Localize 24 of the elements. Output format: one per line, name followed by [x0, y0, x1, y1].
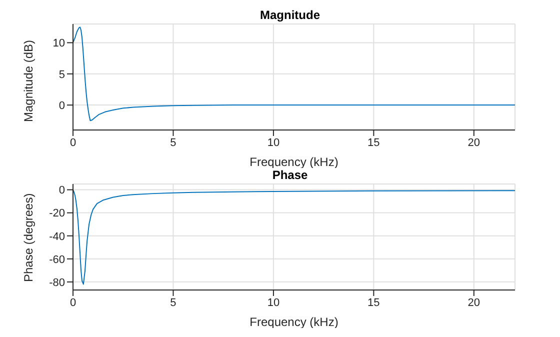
x-tick-label: 15 — [368, 136, 380, 149]
x-tick-label: 0 — [70, 296, 76, 309]
y-axis-title: Magnitude (dB) — [21, 40, 36, 122]
x-tick-label: 5 — [170, 136, 176, 149]
chart-title: Magnitude — [259, 8, 321, 22]
x-tick-label: 20 — [468, 136, 480, 149]
x-tick-label: 20 — [468, 296, 480, 309]
x-tick-label: 10 — [267, 296, 280, 309]
chart-title: Phase — [271, 168, 309, 182]
y-axis-title: Phase (degrees) — [21, 193, 36, 282]
line-series — [73, 26, 515, 122]
y-tick-label: 10 — [52, 38, 65, 50]
y-tick-label: 0 — [58, 100, 65, 112]
y-tick-label: -60 — [49, 254, 65, 266]
y-tick-label: -40 — [49, 230, 65, 243]
x-tick-label: 0 — [70, 136, 76, 149]
y-tick-label: -20 — [49, 208, 65, 220]
x-tick-label: 15 — [368, 296, 380, 309]
y-tick-label: 5 — [58, 68, 65, 81]
x-tick-label: 10 — [267, 136, 280, 149]
line-series — [73, 189, 515, 285]
y-tick-label: -80 — [49, 276, 65, 289]
y-tick-label: 0 — [58, 184, 65, 197]
x-tick-label: 5 — [170, 296, 176, 309]
